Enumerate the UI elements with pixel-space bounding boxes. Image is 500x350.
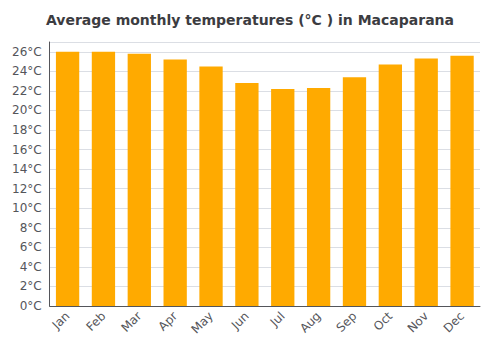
- svg-text:8°C: 8°C: [20, 221, 42, 235]
- svg-text:16°C: 16°C: [12, 143, 42, 157]
- svg-text:14°C: 14°C: [12, 162, 42, 176]
- svg-text:Mar: Mar: [118, 309, 144, 335]
- svg-text:Jul: Jul: [267, 309, 288, 330]
- svg-text:Aug: Aug: [297, 309, 323, 335]
- svg-text:Nov: Nov: [405, 309, 431, 335]
- svg-text:Apr: Apr: [156, 309, 181, 334]
- svg-text:Jun: Jun: [228, 309, 252, 333]
- svg-text:18°C: 18°C: [12, 123, 42, 137]
- svg-text:10°C: 10°C: [12, 201, 42, 215]
- svg-text:2°C: 2°C: [20, 279, 42, 293]
- svg-text:24°C: 24°C: [12, 64, 42, 78]
- svg-text:0°C: 0°C: [20, 299, 42, 313]
- svg-text:20°C: 20°C: [12, 103, 42, 117]
- svg-text:12°C: 12°C: [12, 182, 42, 196]
- svg-text:Dec: Dec: [441, 309, 467, 335]
- svg-text:Feb: Feb: [83, 309, 108, 334]
- svg-text:26°C: 26°C: [12, 45, 42, 59]
- svg-text:Jan: Jan: [49, 309, 73, 333]
- svg-text:Sep: Sep: [334, 309, 360, 335]
- svg-text:6°C: 6°C: [20, 240, 42, 254]
- svg-text:4°C: 4°C: [20, 260, 42, 274]
- svg-text:Oct: Oct: [371, 309, 396, 334]
- svg-text:May: May: [189, 309, 216, 336]
- svg-text:Average monthly temperatures (: Average monthly temperatures (°C ) in Ma…: [46, 12, 454, 28]
- svg-text:22°C: 22°C: [12, 84, 42, 98]
